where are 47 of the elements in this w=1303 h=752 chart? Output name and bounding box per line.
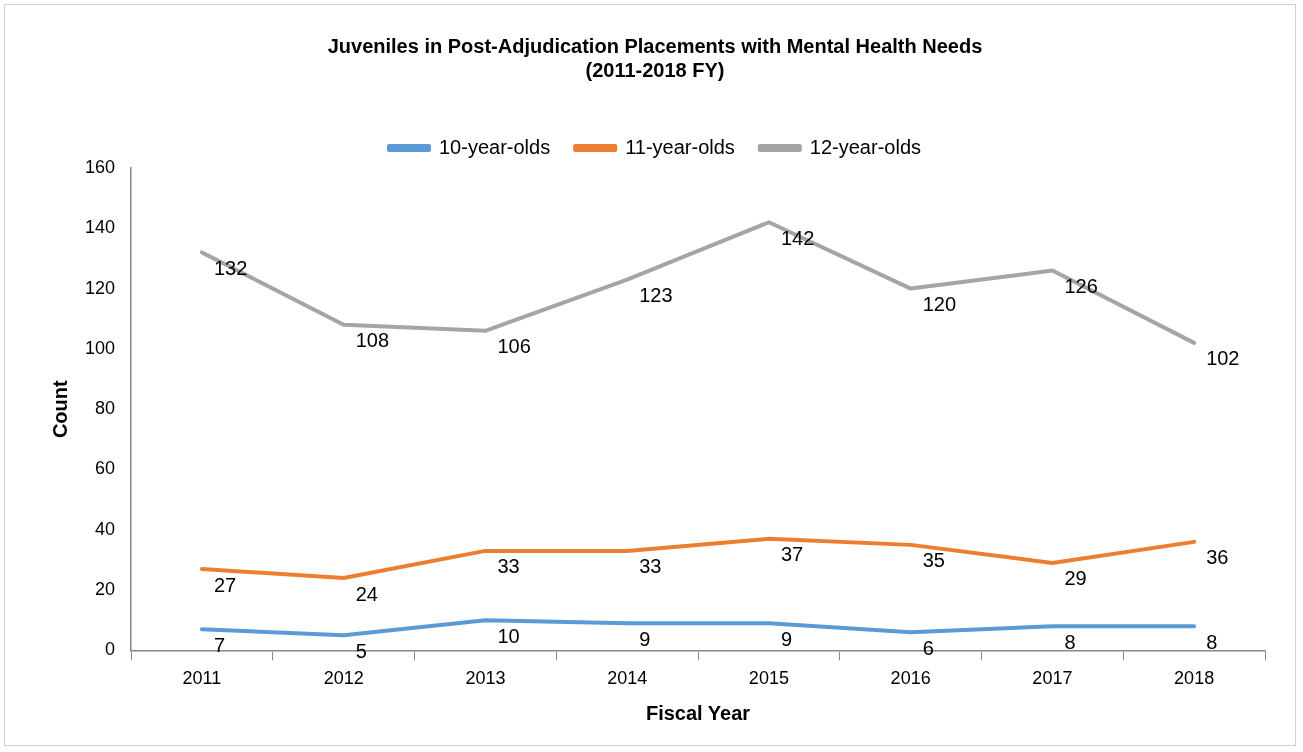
x-tick-label: 2016 — [890, 668, 931, 689]
data-label: 8 — [1064, 630, 1076, 653]
x-tick-label: 2011 — [182, 668, 222, 689]
data-label: 9 — [639, 627, 651, 650]
data-label: 35 — [922, 549, 945, 572]
data-label: 132 — [213, 256, 248, 279]
data-label: 126 — [1064, 275, 1098, 298]
data-label: 6 — [922, 636, 934, 659]
data-label: 9 — [780, 627, 793, 650]
y-tick-label: 40 — [95, 518, 116, 539]
data-label: 7 — [213, 633, 226, 656]
data-label: 5 — [355, 639, 367, 662]
x-tick-label: 2015 — [748, 668, 789, 689]
y-tick-label: 160 — [84, 156, 116, 177]
y-axis-title: Count — [48, 379, 71, 439]
data-label: 33 — [497, 555, 520, 578]
x-tick-label: 2018 — [1174, 668, 1215, 689]
data-label: 27 — [213, 573, 237, 596]
data-label: 10 — [497, 624, 520, 647]
data-label: 24 — [355, 582, 378, 605]
legend-label: 12-year-olds — [809, 135, 922, 158]
y-tick-label: 20 — [95, 579, 116, 600]
data-label: 33 — [639, 555, 662, 578]
y-tick-label: 140 — [84, 217, 116, 238]
y-tick-label: 80 — [95, 398, 116, 419]
x-tick-label: 2014 — [607, 668, 648, 689]
data-label: 123 — [639, 284, 673, 307]
data-label: 102 — [1206, 347, 1240, 370]
chart-title: Juveniles in Post-Adjudication Placements with Mental Health Needs (2011-2018 FY) — [327, 34, 983, 81]
data-label: 142 — [780, 226, 815, 249]
x-tick-label: 2012 — [323, 668, 364, 689]
legend-label: 11-year-olds — [625, 135, 735, 158]
data-label: 37 — [780, 543, 804, 566]
y-tick-label: 100 — [84, 337, 116, 358]
x-axis-title: Fiscal Year — [645, 701, 751, 724]
data-label: 29 — [1064, 567, 1087, 590]
data-label: 8 — [1206, 630, 1218, 653]
data-label: 36 — [1206, 546, 1229, 569]
y-tick-label: 0 — [105, 639, 116, 660]
x-tick-label: 2017 — [1032, 668, 1073, 689]
data-label: 106 — [497, 335, 531, 358]
legend-label: 10-year-olds — [439, 135, 551, 158]
y-tick-label: 60 — [95, 458, 116, 479]
y-tick-label: 120 — [84, 277, 116, 298]
x-tick-label: 2013 — [465, 668, 506, 689]
data-label: 120 — [922, 293, 957, 316]
data-label: 108 — [355, 329, 390, 352]
